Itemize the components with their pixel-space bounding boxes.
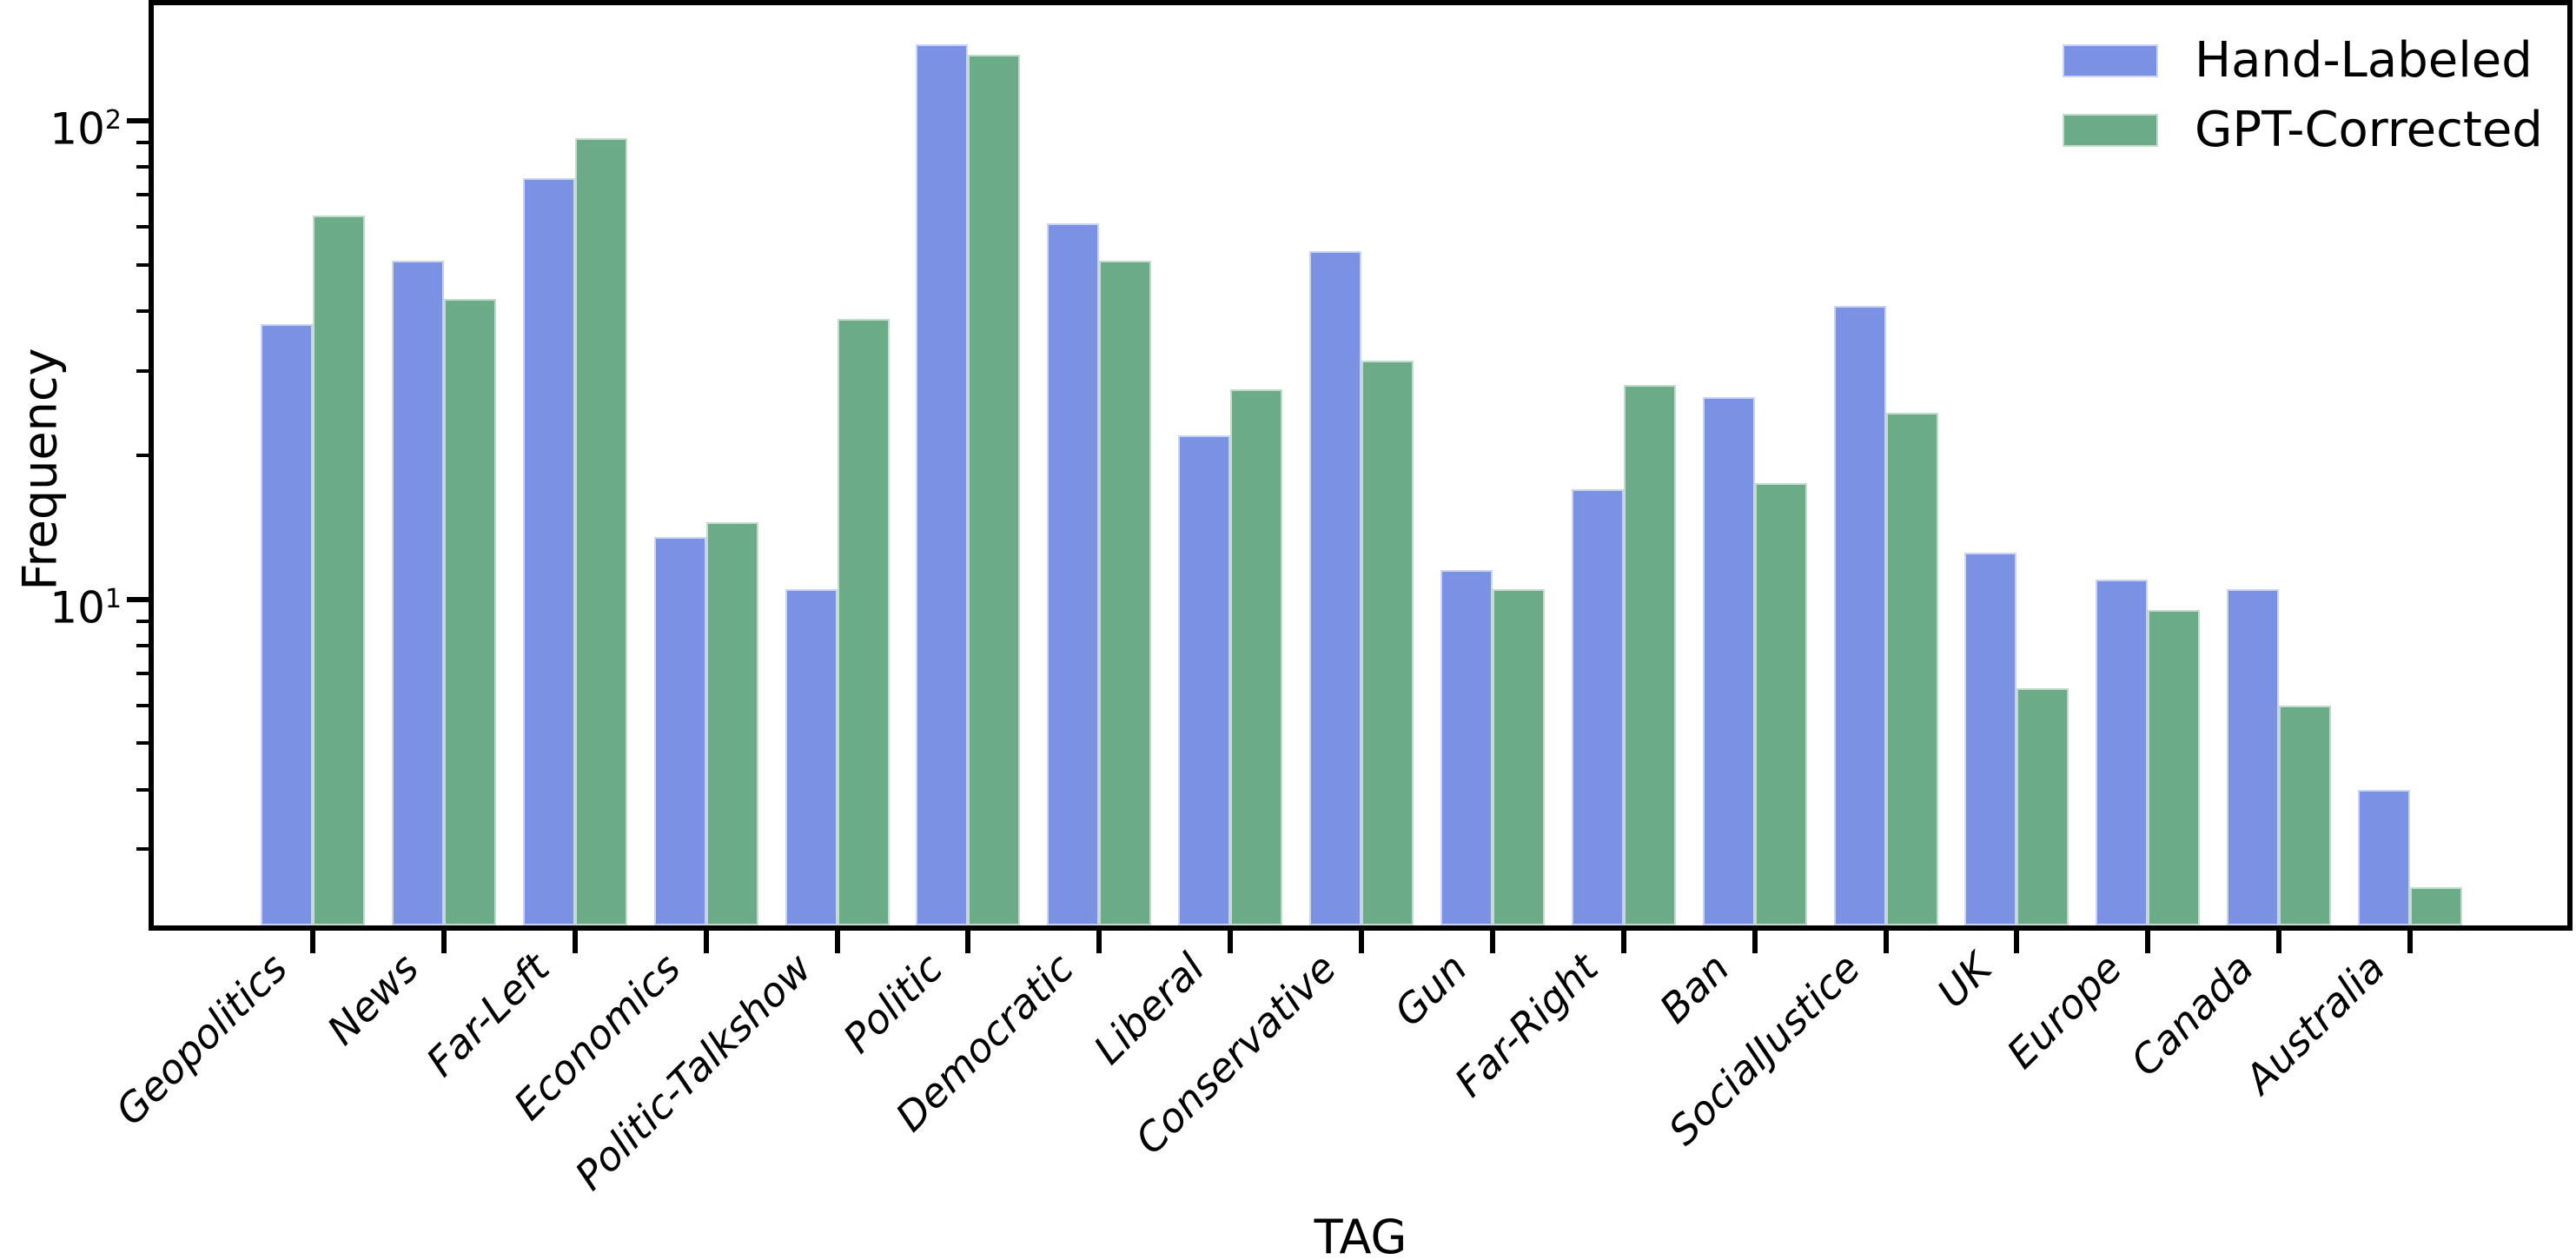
bar-hand-labeled-economics <box>653 536 706 925</box>
bar-hand-labeled-gun <box>1440 570 1493 925</box>
x-tick-label: Geopolitics <box>106 944 296 1135</box>
bar-gpt-corrected-ban <box>1754 482 1807 925</box>
y-minor-tick <box>136 262 151 267</box>
y-tick-label: 101 <box>50 582 122 633</box>
bar-gpt-corrected-economics <box>705 521 758 925</box>
y-minor-tick <box>136 165 151 169</box>
x-tick-label: News <box>317 944 427 1054</box>
y-minor-tick <box>136 643 151 647</box>
bar-gpt-corrected-conservative <box>1361 361 1414 925</box>
bar-hand-labeled-uk <box>1964 553 2017 925</box>
y-major-tick <box>127 596 151 602</box>
x-tick <box>2145 931 2151 953</box>
x-tick-label: UK <box>1927 944 2001 1018</box>
x-tick-label: Ban <box>1650 944 1738 1032</box>
legend-swatch-gpt-corrected <box>2063 114 2158 147</box>
bar-gpt-corrected-europe <box>2148 609 2201 925</box>
bar-gpt-corrected-far-left <box>574 137 627 925</box>
bar-gpt-corrected-politic-talkshow <box>837 319 890 925</box>
legend-swatch-hand-labeled <box>2063 44 2158 77</box>
x-tick <box>1096 931 1103 953</box>
x-tick <box>1228 931 1234 953</box>
bar-gpt-corrected-uk <box>2016 688 2069 925</box>
bar-gpt-corrected-socialjustice <box>1885 413 1938 925</box>
x-tick <box>703 931 709 953</box>
bar-hand-labeled-geopolitics <box>261 324 313 925</box>
bar-gpt-corrected-canada <box>2279 705 2332 925</box>
x-tick <box>1489 931 1495 953</box>
x-tick-label: Gun <box>1385 944 1476 1036</box>
bar-gpt-corrected-democratic <box>1099 260 1152 925</box>
y-minor-tick <box>136 368 151 373</box>
bar-gpt-corrected-news <box>443 298 496 925</box>
bar-hand-labeled-ban <box>1702 396 1755 925</box>
x-axis-label: TAG <box>1314 1210 1407 1260</box>
bar-gpt-corrected-politic <box>968 54 1021 925</box>
y-major-tick <box>127 118 151 123</box>
y-minor-tick <box>136 309 151 314</box>
bar-hand-labeled-politic-talkshow <box>785 588 838 925</box>
y-minor-tick <box>136 193 151 197</box>
x-tick <box>834 931 840 953</box>
bar-gpt-corrected-liberal <box>1230 388 1283 925</box>
y-minor-tick <box>136 741 151 746</box>
bar-hand-labeled-far-left <box>522 177 575 925</box>
y-minor-tick <box>136 141 151 145</box>
bar-hand-labeled-far-right <box>1571 488 1624 925</box>
legend-item-hand-labeled: Hand-Labeled <box>2063 26 2543 96</box>
y-minor-tick <box>136 703 151 707</box>
bar-hand-labeled-socialjustice <box>1833 306 1886 925</box>
x-tick <box>310 931 315 953</box>
bar-hand-labeled-canada <box>2227 588 2280 925</box>
y-minor-tick <box>136 671 151 675</box>
x-tick-label: Far-Right <box>1445 944 1607 1106</box>
legend: Hand-Labeled GPT-Corrected <box>2063 26 2543 165</box>
y-minor-tick <box>136 787 151 792</box>
x-tick-label: Liberal <box>1084 944 1215 1074</box>
x-tick <box>2407 931 2413 953</box>
x-tick <box>2276 931 2282 953</box>
bar-hand-labeled-democratic <box>1047 223 1100 925</box>
x-tick-label: Europe <box>1997 944 2132 1078</box>
y-minor-tick <box>136 453 151 457</box>
y-minor-tick <box>136 847 151 852</box>
x-tick <box>1883 931 1889 953</box>
bar-gpt-corrected-far-right <box>1623 385 1676 925</box>
y-tick-label: 102 <box>50 103 122 155</box>
x-tick-label: Politic <box>833 944 952 1063</box>
y-minor-tick <box>136 225 151 229</box>
x-tick <box>1752 931 1758 953</box>
legend-label-hand-labeled: Hand-Labeled <box>2195 32 2533 89</box>
bar-hand-labeled-liberal <box>1178 434 1231 925</box>
x-tick <box>1359 931 1364 953</box>
bar-hand-labeled-conservative <box>1309 250 1361 925</box>
bar-hand-labeled-news <box>391 260 444 925</box>
x-tick-label: Politic-Talkshow <box>566 944 821 1199</box>
x-tick <box>440 931 447 953</box>
legend-label-gpt-corrected: GPT-Corrected <box>2195 102 2543 158</box>
bar-hand-labeled-politic <box>916 43 969 925</box>
bar-gpt-corrected-geopolitics <box>313 215 365 925</box>
y-axis-label: Frequency <box>12 348 68 591</box>
bar-hand-labeled-australia <box>2358 789 2410 925</box>
bar-hand-labeled-europe <box>2096 579 2149 925</box>
x-tick <box>2014 931 2020 953</box>
bar-gpt-corrected-gun <box>1492 588 1545 925</box>
x-tick <box>1620 931 1626 953</box>
bar-gpt-corrected-australia <box>2410 886 2462 925</box>
legend-item-gpt-corrected: GPT-Corrected <box>2063 96 2543 165</box>
x-tick <box>965 931 971 953</box>
x-tick <box>572 931 578 953</box>
x-tick-label: Australia <box>2235 944 2394 1103</box>
y-minor-tick <box>136 619 151 623</box>
